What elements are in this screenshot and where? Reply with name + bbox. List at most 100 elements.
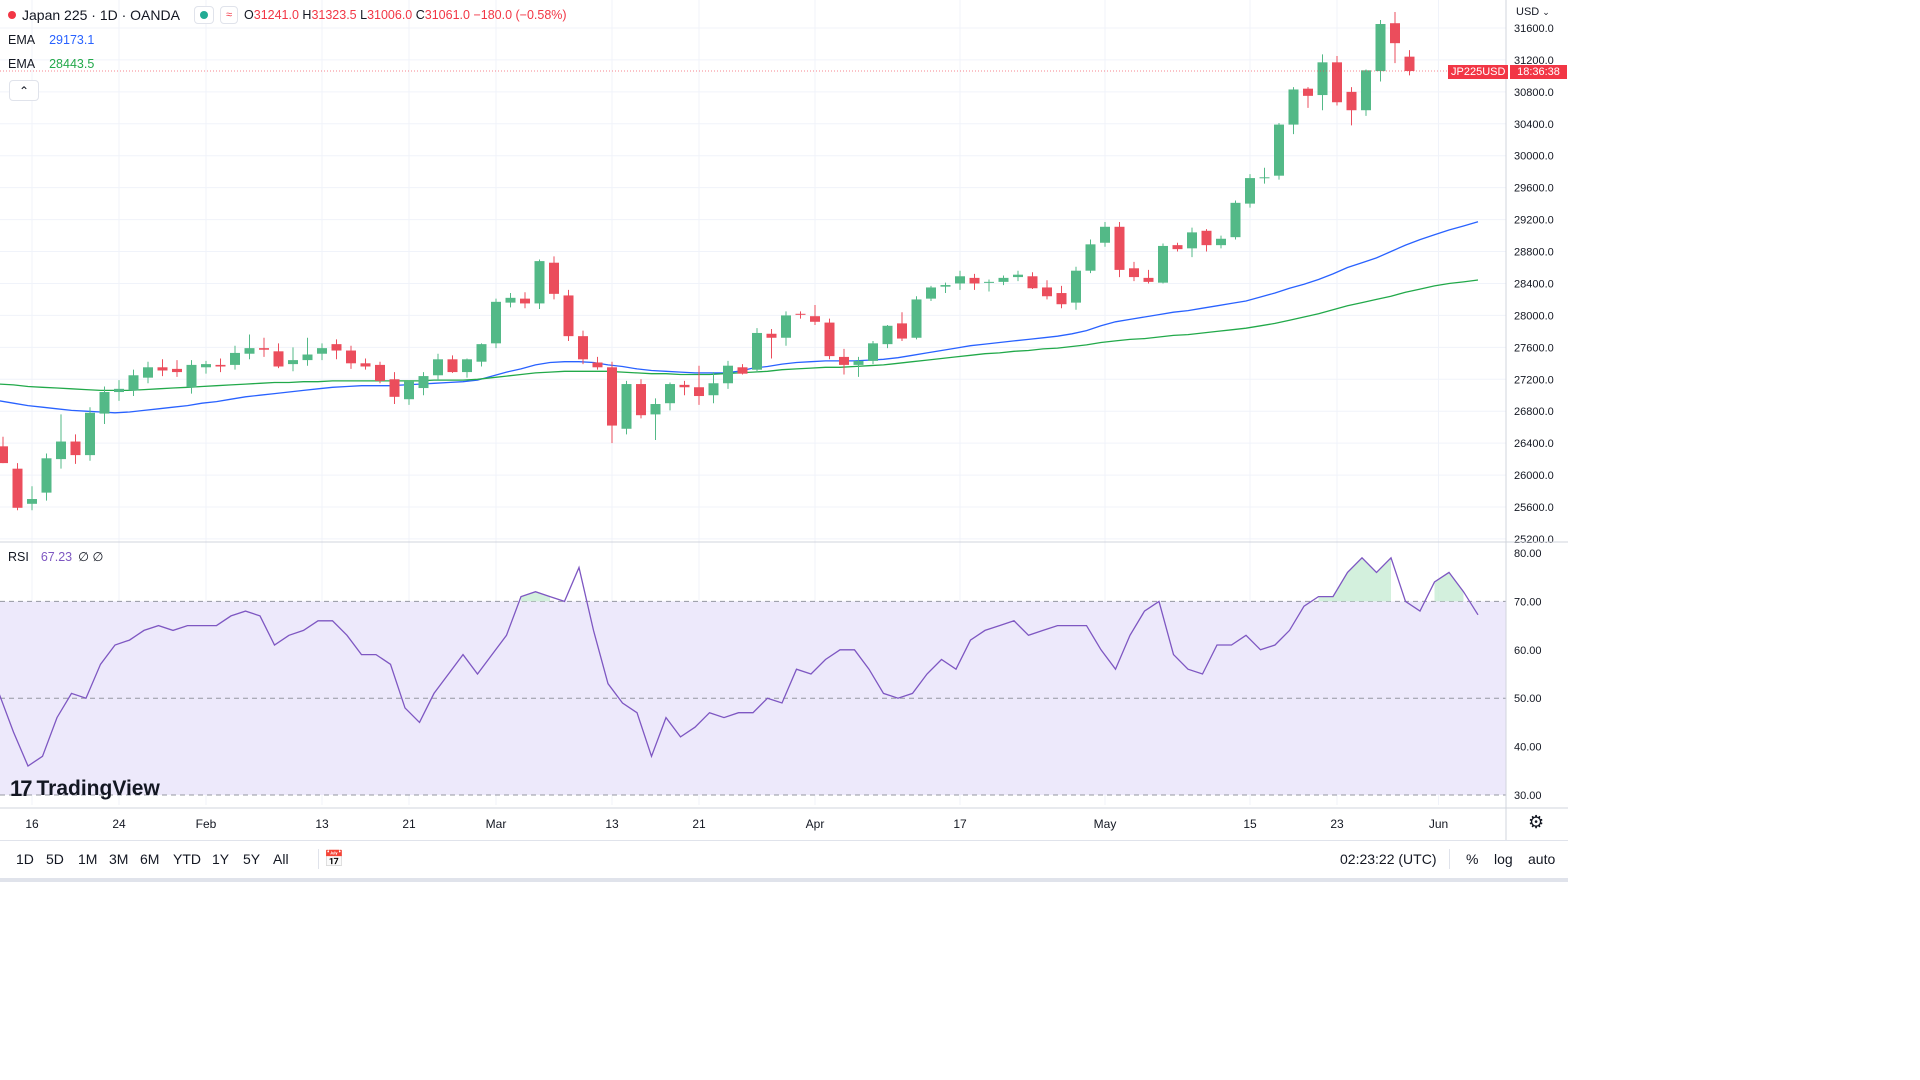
currency-selector[interactable]: USD ⌄ — [1516, 6, 1550, 18]
candle-body — [1027, 276, 1038, 289]
candle — [70, 434, 81, 464]
candle-body — [563, 295, 574, 337]
candle-body — [1013, 274, 1023, 278]
candle — [157, 359, 168, 377]
timeframe-3m[interactable]: 3M — [109, 851, 129, 867]
candle-body — [128, 375, 139, 391]
market-status-pill[interactable] — [193, 6, 214, 24]
candle — [186, 360, 197, 394]
candle-body — [549, 262, 559, 294]
ohlc-values: O31241.0 H31323.5 L31006.0 C31061.0 −180… — [244, 8, 567, 22]
ohlc-value: 31061.0 — [424, 8, 474, 22]
utc-clock[interactable]: 02:23:22 (UTC) — [1340, 851, 1437, 867]
candle-body — [578, 336, 588, 360]
candle-body — [1259, 177, 1270, 179]
rsi-line-group — [0, 556, 1479, 767]
rsi-tick-label: 70.00 — [1514, 596, 1542, 608]
collapse-legend-button[interactable]: ⌃ — [9, 80, 39, 101]
candle-body — [143, 367, 153, 378]
candle-body — [360, 363, 371, 367]
candle — [607, 361, 617, 444]
candle — [244, 334, 255, 360]
countdown-tag: 18:36:38 — [1510, 65, 1567, 79]
candle-body — [99, 392, 110, 414]
ema-legend-1[interactable]: EMA 29173.1 — [8, 33, 94, 47]
timeframe-6m[interactable]: 6M — [140, 851, 160, 867]
candle-body — [404, 381, 414, 400]
time-tick-label: Feb — [196, 817, 217, 831]
candle-body — [1404, 56, 1415, 72]
rsi-legend[interactable]: RSI 67.23 ∅ ∅ — [8, 549, 103, 565]
candle-body — [70, 441, 81, 456]
date-range-icon[interactable]: 📅 — [324, 851, 344, 868]
candle — [259, 337, 269, 357]
candle — [781, 311, 791, 346]
percent-toggle[interactable]: % — [1466, 851, 1479, 867]
candle — [12, 463, 23, 511]
candle — [795, 311, 806, 319]
timeframe-1d[interactable]: 1D — [16, 851, 34, 867]
candle — [56, 414, 66, 469]
timeframe-1y[interactable]: 1Y — [212, 851, 230, 867]
candle-body — [1158, 245, 1168, 283]
candle — [143, 361, 153, 384]
price-tick-label: 25600.0 — [1514, 502, 1554, 514]
candle — [1027, 272, 1038, 290]
candle — [317, 343, 327, 361]
candle-body — [215, 364, 226, 367]
candle — [331, 339, 342, 360]
candle — [85, 407, 95, 461]
candle-body — [476, 344, 487, 362]
ema-legend-2[interactable]: EMA 28443.5 — [8, 57, 94, 71]
candle — [897, 312, 907, 341]
candle — [1201, 229, 1212, 252]
price-tick-label: 29600.0 — [1514, 183, 1554, 195]
candle-body — [1245, 178, 1255, 204]
ohlc-value: 31323.5 — [311, 8, 361, 22]
candle — [578, 330, 588, 365]
candle — [1129, 261, 1139, 282]
ema-line-1 — [0, 221, 1479, 414]
candle — [201, 360, 211, 374]
candle — [99, 386, 110, 424]
log-toggle[interactable]: log — [1494, 851, 1513, 867]
time-tick-label: 21 — [402, 817, 416, 831]
candle-body — [1056, 293, 1067, 305]
candle-body — [737, 367, 748, 374]
candle-body — [926, 287, 936, 299]
candle — [1303, 87, 1313, 108]
timeframe-5y[interactable]: 5Y — [243, 851, 261, 867]
candle-body — [1230, 202, 1241, 238]
ohlc-key: H — [302, 8, 312, 22]
candle — [940, 282, 951, 294]
candle — [505, 293, 516, 308]
candle-body — [0, 446, 8, 464]
auto-toggle[interactable]: auto — [1528, 851, 1556, 867]
candle-body — [230, 352, 240, 365]
candle-body — [317, 348, 327, 354]
timeframe-5d[interactable]: 5D — [46, 851, 64, 867]
candle — [824, 318, 835, 360]
price-tick-label: 30400.0 — [1514, 119, 1554, 131]
timeframe-ytd[interactable]: YTD — [173, 851, 201, 867]
price-tick-label: 26400.0 — [1514, 438, 1554, 450]
candle — [853, 356, 864, 377]
timeframe-1m[interactable]: 1M — [78, 851, 98, 867]
chart-canvas[interactable]: 25200.0 25600.0 26000.0 26400.0 26800.0 27200… — [0, 0, 1568, 840]
candle-body — [607, 367, 617, 426]
ema-lines — [0, 221, 1479, 414]
gear-icon[interactable]: ⚙ — [1528, 812, 1545, 832]
candle-body — [1390, 23, 1400, 44]
symbol-title[interactable]: Japan 225 · 1D · OANDA — [22, 7, 180, 23]
candle — [476, 343, 487, 367]
candle-body — [1346, 91, 1357, 111]
candle-body — [114, 388, 124, 393]
tradingview-logo[interactable]: 17 TradingView — [10, 776, 160, 802]
candle — [230, 345, 240, 370]
candle — [491, 298, 501, 349]
candle — [1230, 200, 1241, 240]
timeframe-all[interactable]: All — [273, 851, 289, 867]
candle — [172, 360, 182, 377]
candle-body — [752, 332, 762, 370]
wave-icon[interactable]: ≈ — [219, 6, 239, 24]
